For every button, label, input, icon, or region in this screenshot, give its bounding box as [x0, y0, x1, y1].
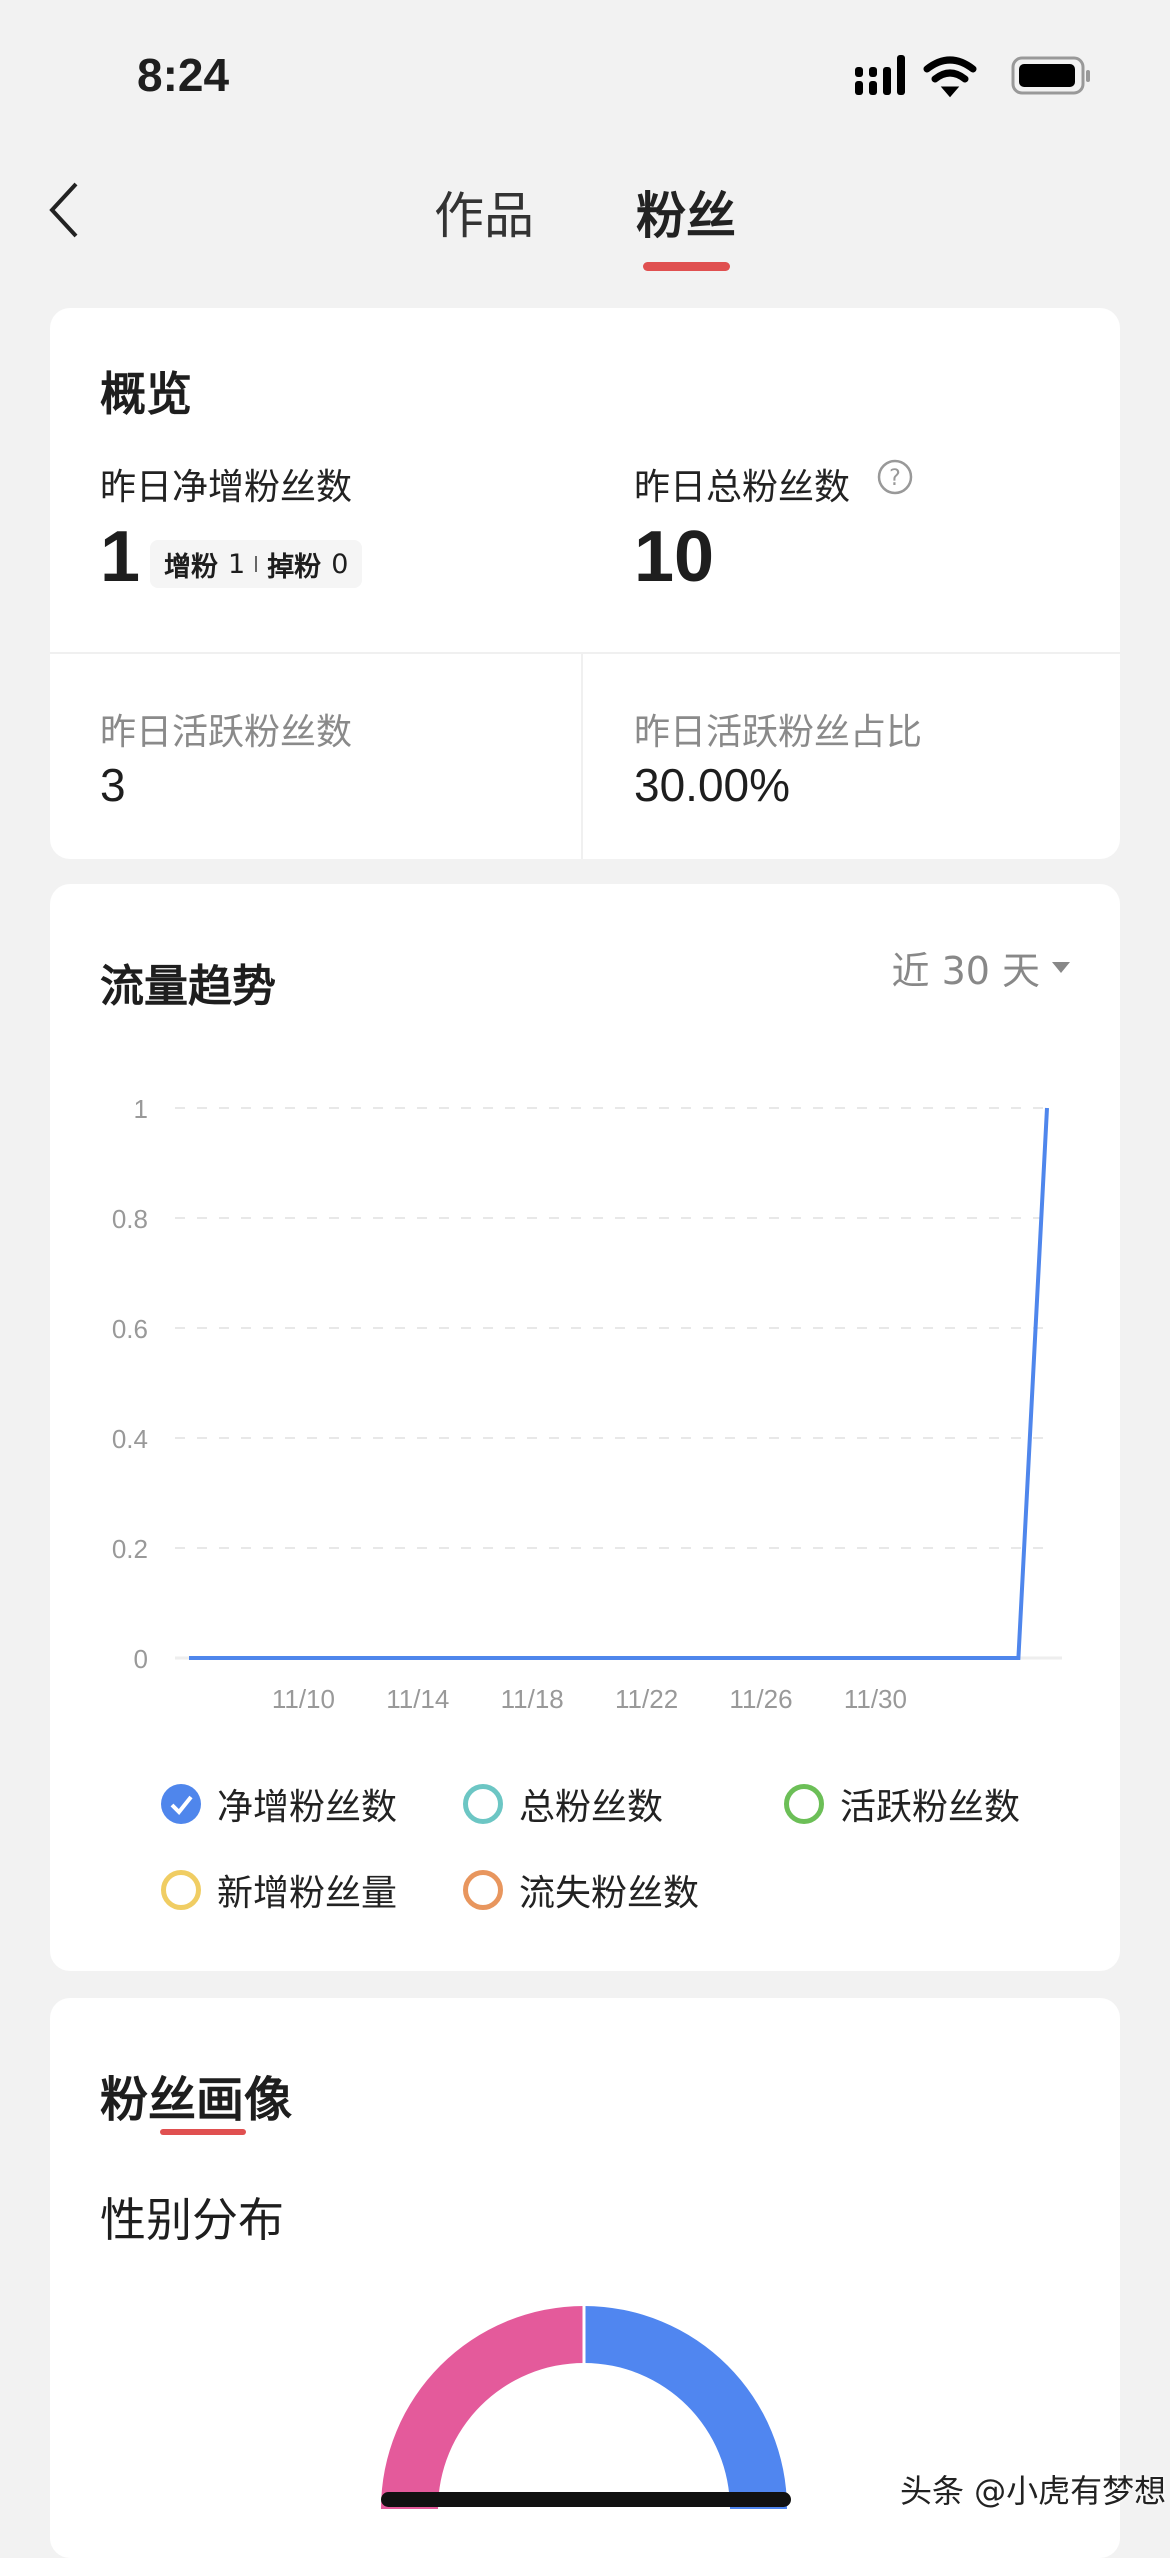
legend-item[interactable]: 活跃粉丝数	[784, 1778, 1020, 1830]
checkbox-checked-icon[interactable]	[161, 1784, 201, 1824]
legend-item[interactable]: 总粉丝数	[463, 1778, 663, 1830]
status-icons	[855, 55, 1090, 98]
gender-segment-female	[381, 2306, 584, 2509]
range-select[interactable]: 近 30 天	[891, 940, 1070, 995]
x-tick-label: 11/22	[615, 1684, 678, 1714]
total-label: 昨日总粉丝数	[634, 467, 851, 508]
legend-label: 总粉丝数	[519, 1787, 664, 1828]
active-label: 昨日活跃粉丝数	[100, 712, 353, 753]
x-tick-label: 11/30	[844, 1684, 907, 1714]
legend-label: 流失粉丝数	[519, 1873, 700, 1914]
question-circle-icon[interactable]: ?	[876, 458, 914, 496]
active-value: 3	[100, 759, 126, 811]
legend-label: 净增粉丝数	[217, 1787, 398, 1828]
y-tick-label: 0	[134, 1644, 148, 1674]
signal-icon	[855, 55, 905, 95]
range-select-value: 近 30 天	[891, 949, 1040, 993]
y-tick-label: 0.2	[112, 1534, 148, 1564]
svg-text:?: ?	[889, 466, 901, 491]
separator	[255, 556, 258, 572]
legend-item[interactable]: 流失粉丝数	[463, 1864, 699, 1916]
legend-item[interactable]: 新增粉丝量	[161, 1864, 397, 1916]
tab-fans[interactable]: 粉丝	[636, 187, 736, 245]
checkbox-unchecked-icon[interactable]	[784, 1784, 824, 1824]
series-line	[189, 1107, 1049, 1660]
gain-value: 1	[228, 548, 246, 580]
divider	[50, 652, 1120, 654]
wifi-icon	[923, 56, 977, 98]
total-value: 10	[634, 517, 715, 597]
active-tab-indicator	[643, 262, 730, 271]
tab-works[interactable]: 作品	[434, 187, 534, 245]
legend-label: 新增粉丝量	[217, 1873, 398, 1914]
checkbox-unchecked-icon[interactable]	[161, 1870, 201, 1910]
x-tick-label: 11/18	[501, 1684, 564, 1714]
portrait-title-underline	[160, 2129, 246, 2135]
active-ratio-value: 30.00%	[634, 759, 791, 811]
gender-title: 性别分布	[100, 2193, 284, 2247]
net-new-breakdown-badge: 增粉 1 掉粉 0	[150, 540, 363, 588]
x-tick-label: 11/14	[386, 1684, 449, 1714]
fan-portrait-card: 粉丝画像 性别分布	[50, 1998, 1120, 2558]
divider	[581, 654, 583, 859]
checkbox-unchecked-icon[interactable]	[463, 1870, 503, 1910]
legend-label: 活跃粉丝数	[840, 1787, 1021, 1828]
x-tick-label: 11/26	[729, 1684, 792, 1714]
chevron-left-icon[interactable]	[44, 180, 84, 240]
trend-title: 流量趋势	[100, 961, 276, 1012]
y-tick-label: 0.8	[112, 1204, 148, 1234]
x-tick-label: 11/10	[272, 1684, 335, 1714]
gain-label: 增粉	[164, 551, 218, 583]
overview-title: 概览	[100, 367, 192, 421]
loss-label: 掉粉	[267, 551, 322, 583]
y-tick-label: 0.6	[112, 1314, 148, 1344]
overview-card: 概览 昨日净增粉丝数 1 增粉 1 掉粉 0 昨日总粉丝数 ? 10 昨日活跃粉…	[50, 308, 1120, 859]
status-time: 8:24	[137, 49, 230, 101]
gender-segment-male	[584, 2306, 787, 2509]
checkbox-unchecked-icon[interactable]	[463, 1784, 503, 1824]
loss-value: 0	[331, 548, 349, 580]
net-new-label: 昨日净增粉丝数	[100, 467, 353, 508]
trend-line-chart: 0 0.2 0.4 0.6 0.8 1 11/10 11/14 11/18 11/22 11/26 1…	[112, 1094, 1062, 1714]
net-new-value: 1	[100, 517, 141, 597]
home-indicator[interactable]	[381, 2492, 791, 2507]
portrait-title: 粉丝画像	[100, 2072, 293, 2128]
gender-donut-chart	[381, 2300, 787, 2509]
trend-card: 流量趋势 近 30 天	[50, 884, 1120, 1971]
active-ratio-label: 昨日活跃粉丝占比	[634, 712, 923, 753]
y-tick-label: 1	[134, 1094, 148, 1124]
battery-icon	[1011, 56, 1090, 95]
y-tick-label: 0.4	[112, 1424, 148, 1454]
legend-item[interactable]: 净增粉丝数	[161, 1778, 397, 1830]
watermark: 头条 @小虎有梦想	[900, 2472, 1167, 2510]
caret-down-icon	[1052, 961, 1070, 973]
